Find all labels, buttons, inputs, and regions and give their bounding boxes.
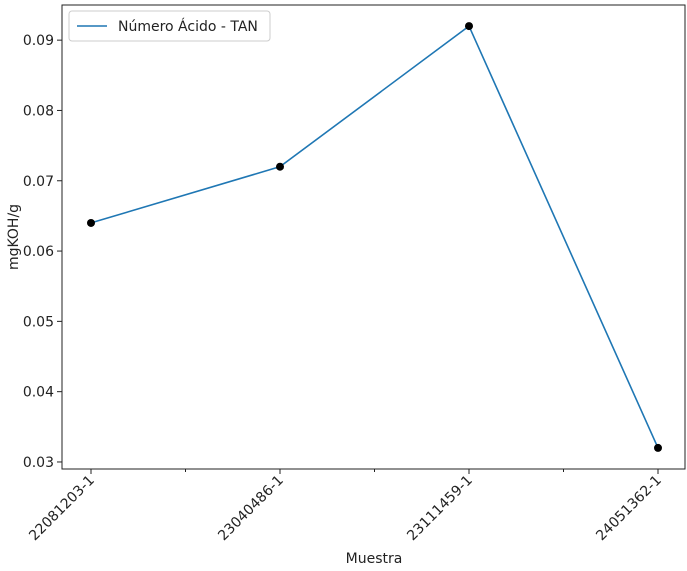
y-tick-label: 0.06 bbox=[23, 244, 54, 260]
y-tick-label: 0.03 bbox=[23, 455, 54, 471]
series-line bbox=[90, 24, 659, 449]
y-axis: 0.03 0.04 0.05 0.06 0.07 0.08 0.09 bbox=[23, 33, 62, 471]
plot-area-frame bbox=[61, 4, 686, 470]
y-axis-title: mgKOH/g bbox=[6, 204, 22, 270]
y-tick-label: 0.05 bbox=[23, 314, 54, 330]
legend-entry-label: Número Ácido - TAN bbox=[118, 18, 258, 35]
y-tick-label: 0.08 bbox=[23, 103, 54, 119]
data-point bbox=[276, 162, 284, 171]
data-point bbox=[465, 22, 473, 31]
data-point bbox=[654, 443, 662, 452]
y-tick-label: 0.09 bbox=[23, 33, 54, 49]
x-axis-title: Muestra bbox=[346, 551, 403, 567]
y-tick-label: 0.07 bbox=[23, 174, 54, 190]
data-point bbox=[87, 218, 95, 227]
series-layer bbox=[87, 22, 662, 452]
legend: Número Ácido - TAN bbox=[68, 10, 271, 42]
legend-box bbox=[68, 10, 271, 42]
y-tick-label: 0.04 bbox=[23, 385, 54, 401]
